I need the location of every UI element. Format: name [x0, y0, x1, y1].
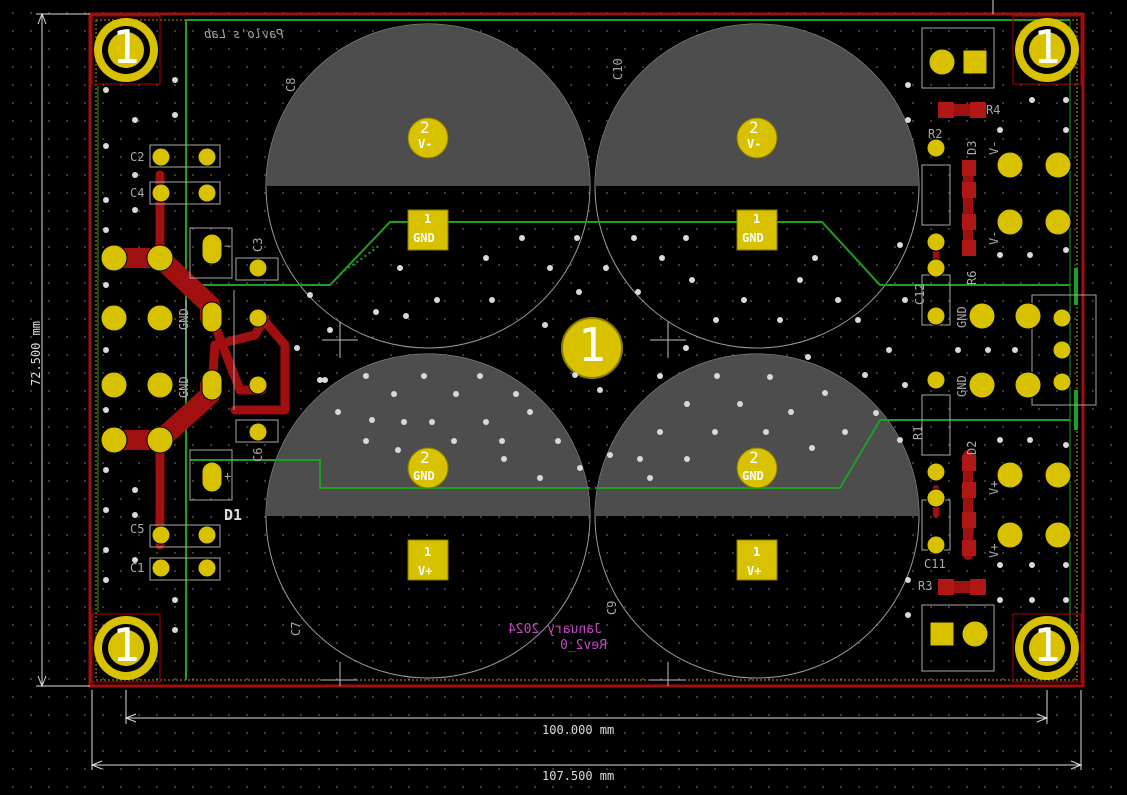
dimension-lines: [36, 0, 1083, 770]
gnd-label-left-top: GND: [177, 308, 191, 330]
c7-ref: C7: [289, 621, 303, 636]
r1-ref: R1: [911, 425, 925, 440]
r6-ref: R6: [965, 270, 979, 285]
fab-marks: [322, 322, 686, 686]
cap-round-pads: [407, 117, 778, 489]
c9-ref: C9: [605, 600, 619, 615]
vias: [103, 77, 1069, 633]
c7-pin2-net: GND: [413, 469, 435, 483]
vplus-label-top: V+: [987, 480, 1001, 495]
c2-ref: C2: [130, 150, 145, 164]
c12-ref: C12: [913, 283, 927, 305]
silk-outlines: [149, 27, 1097, 672]
c7-pin1-net: V+: [418, 564, 433, 578]
c5-ref: C5: [130, 522, 145, 536]
c8-pin2-net: V-: [418, 137, 433, 151]
vplus-label-bottom: V+: [987, 543, 1001, 558]
mounting-hole-label-tl: 1: [112, 20, 140, 74]
cap-square-pads: [407, 209, 778, 581]
c8-pin1-net: GND: [413, 231, 435, 245]
c1-ref: C1: [130, 561, 145, 575]
c4-ref: C4: [130, 186, 145, 200]
c10-pin1-num: 1: [753, 212, 761, 226]
r2-ref: R2: [928, 127, 943, 141]
c10-ref: C10: [611, 58, 625, 80]
c9-pin1-num: 1: [753, 545, 761, 559]
board-outline: [88, 12, 1085, 688]
capacitor-c7: [265, 353, 591, 679]
d1-ref: D1: [224, 506, 243, 524]
j-square-pad-bottom: [929, 621, 955, 647]
board-date-text: January 2024: [508, 622, 602, 637]
center-pad: [561, 317, 623, 379]
capacitor-c9: [594, 353, 920, 679]
mounting-hole-label-tr: 1: [1033, 20, 1061, 74]
gnd-label-left-bottom: GND: [177, 376, 191, 398]
capacitor-c10: [594, 23, 920, 349]
vminus-label-bottom: V-: [987, 230, 1001, 245]
gnd-label-bottom: GND: [955, 375, 969, 397]
c10-pin2-net: V-: [747, 137, 762, 151]
c9-pin2-num: 2: [749, 448, 759, 467]
gnd-label-top: GND: [955, 306, 969, 328]
small-pads: [151, 138, 1072, 578]
mounting-holes: [91, 15, 1082, 683]
c9-pin1-net: V+: [747, 564, 762, 578]
vminus-label-top: V-: [987, 140, 1001, 155]
d2-ref: D2: [965, 440, 979, 455]
mounting-hole-label-bl: 1: [112, 618, 140, 672]
r4-ref: R4: [986, 103, 1001, 117]
c7-pin1-num: 1: [424, 545, 432, 559]
c7-pin2-num: 2: [420, 448, 430, 467]
dimension-outer-width-label: 107.500 mm: [542, 769, 615, 783]
c10-pin1-net: GND: [742, 231, 764, 245]
silk-dividers: [185, 290, 235, 410]
c8-pin1-num: 1: [424, 212, 432, 226]
c9-pin2-net: GND: [742, 469, 764, 483]
plus-mark: +: [224, 469, 232, 483]
board-revision-text: Rev2_0: [560, 638, 607, 653]
minus-mark: −: [224, 239, 232, 253]
th-pads: [100, 48, 1072, 648]
green-tracks: [190, 221, 1078, 489]
c8-pin2-num: 2: [420, 118, 430, 137]
dimension-height-label: 72.500 mm: [29, 320, 43, 386]
c10-pin2-num: 2: [749, 118, 759, 137]
c3-ref: C3: [251, 237, 265, 252]
j-square-pad-top: [962, 49, 988, 75]
c11-ref: C11: [924, 557, 946, 571]
oval-pads: [201, 233, 223, 493]
smd-pads: [938, 102, 986, 595]
dimension-inner-width-label: 100.000 mm: [542, 723, 615, 737]
capacitor-c8: [265, 23, 591, 349]
r3-ref: R3: [918, 579, 933, 593]
board-inner-outline: [95, 19, 1078, 681]
c8-ref: C8: [284, 77, 298, 92]
d3-ref: D3: [965, 140, 979, 155]
mounting-hole-label-br: 1: [1033, 618, 1061, 672]
center-pad-label: 1: [578, 318, 606, 372]
lab-name-text: Pavlo's Lab: [204, 27, 284, 41]
c6-ref: C6: [251, 447, 265, 462]
